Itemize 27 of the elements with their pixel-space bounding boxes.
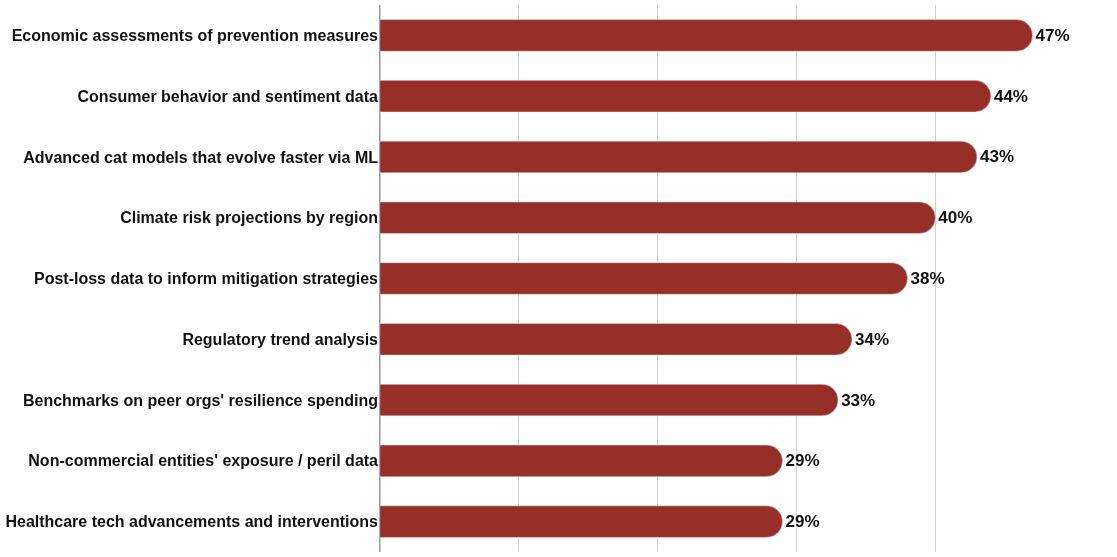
data-label: 43% [980, 147, 1015, 167]
data-label: 34% [855, 329, 890, 349]
y-tick-label: Healthcare tech advancements and interventions [5, 513, 379, 531]
bar [379, 140, 978, 173]
data-label: 47% [1035, 25, 1070, 45]
bar [379, 444, 783, 477]
y-tick-label: Regulatory trend analysis [182, 330, 379, 348]
y-tick-label: Benchmarks on peer orgs' resilience spending [22, 391, 378, 409]
y-tick-label: Consumer behavior and sentiment data [77, 87, 379, 105]
data-label: 33% [841, 390, 876, 410]
y-tick-label: Non-commercial entities' exposure / peril data [28, 452, 379, 470]
data-label: 40% [938, 208, 973, 228]
data-label: 38% [910, 269, 945, 288]
bar [379, 201, 936, 234]
data-label: 29% [785, 451, 820, 471]
bar [379, 384, 839, 417]
bar [379, 505, 783, 538]
y-tick-label: Advanced cat models that evolve faster via ML [23, 148, 379, 166]
data-label: 44% [993, 86, 1028, 106]
bar [379, 262, 908, 295]
data-label: 29% [785, 512, 820, 532]
bar [379, 323, 853, 356]
bar [379, 80, 992, 113]
bar [379, 19, 1033, 52]
y-tick-label: Economic assessments of prevention measures [11, 26, 379, 44]
y-tick-label: Climate risk projections by region [120, 209, 378, 227]
y-tick-label: Post-loss data to inform mitigation strategies [33, 270, 379, 288]
